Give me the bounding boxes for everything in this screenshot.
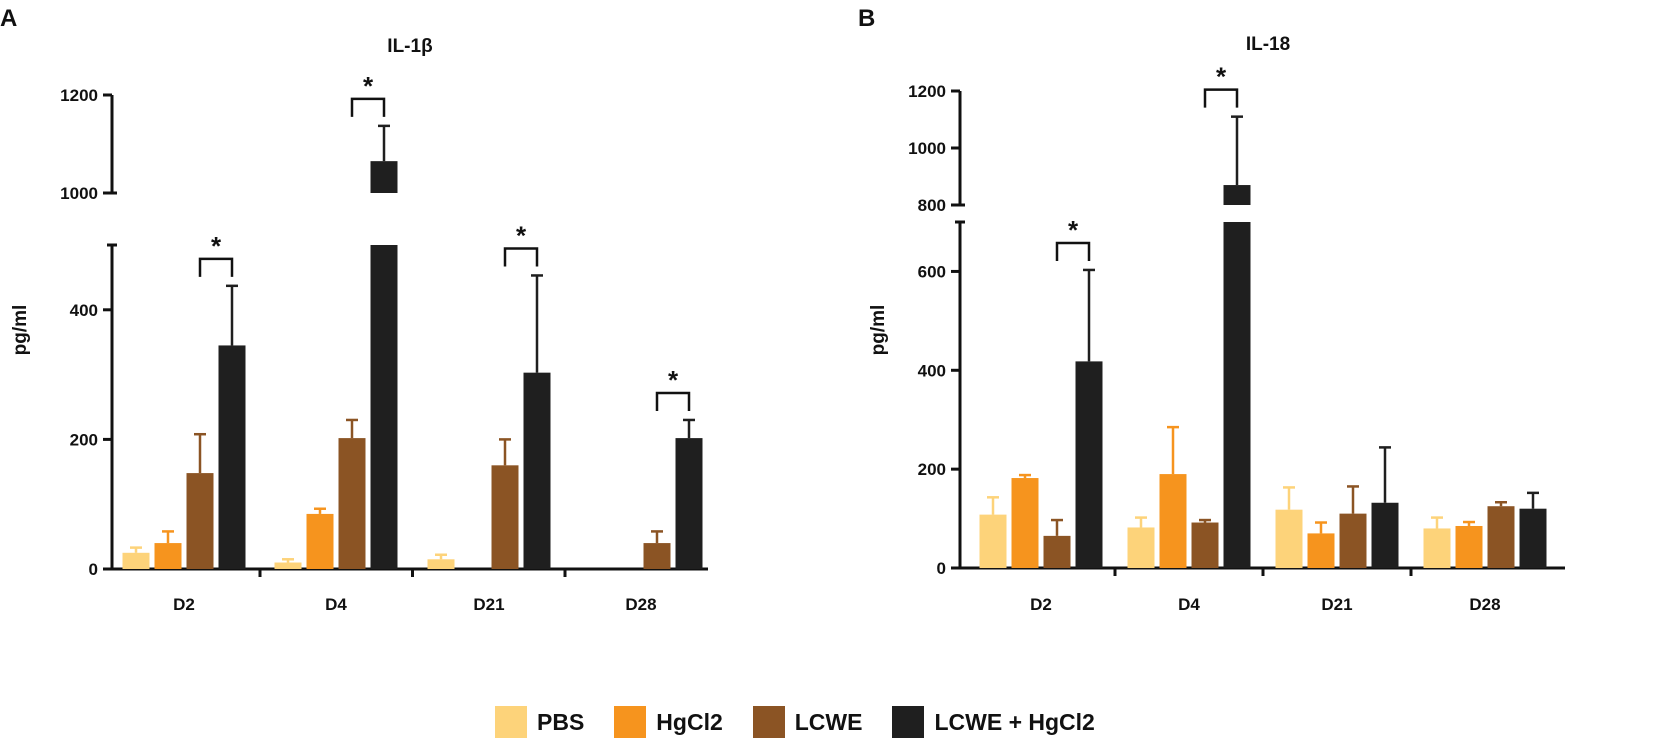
panel-b-y-tick-label-1000: 1000 (908, 139, 946, 158)
panel-b-sig-d4-bracket (1203, 88, 1239, 108)
panel-a-y-tick-label-200: 200 (70, 430, 98, 449)
panel-a-sig-d4-bracket (350, 97, 386, 117)
panel-a-title: IL-1β (387, 36, 432, 57)
panel-b-ylabel: pg/ml (868, 305, 889, 356)
panel-b-y-tick-label-1200: 1200 (908, 82, 946, 101)
panel-a-y-tick-label-400: 400 (70, 301, 98, 320)
panel-b-bar-hgcl2-d4 (1159, 474, 1187, 568)
legend-label-pbs: PBS (537, 708, 585, 735)
legend-swatch-lcwe-hgcl2 (892, 706, 925, 738)
panel-b-title: IL-18 (1246, 34, 1290, 55)
panel-a-sig-d2-bracket (198, 257, 234, 277)
panel-a-bar-pbs-d2 (122, 552, 150, 569)
panel-b-bar-lcwe-hgcl2-d2 (1075, 361, 1103, 568)
panel-a-ylabel: pg/ml (10, 305, 31, 356)
panel-b-sig-d4-star: * (1216, 62, 1227, 92)
panel-a-bar-lcwe-d21 (491, 465, 519, 569)
panel-b-bar-pbs-d2 (979, 514, 1007, 568)
panel-b-bar-lcwe-hgcl2-d21 (1371, 502, 1399, 568)
legend-swatch-pbs (495, 706, 527, 738)
panel-a-bar-lcwe-hgcl2-d4-upper (370, 161, 398, 193)
panel-b-bar-lcwe-d28 (1487, 506, 1515, 568)
panel-b-bar-lcwe-hgcl2-d28 (1519, 508, 1547, 568)
panel-b-bar-hgcl2-d2 (1011, 478, 1039, 568)
legend-item-hgcl2: HgCl2 (614, 706, 723, 738)
panel-a-bar-hgcl2-d2 (154, 543, 182, 569)
panel-a-y-tick-label-0: 0 (89, 560, 98, 579)
panel-b-y-tick-label-600: 600 (918, 262, 946, 281)
legend-label-hgcl2: HgCl2 (656, 708, 723, 735)
panel-a-sig-d21-star: * (516, 220, 527, 250)
panel-b-bar-pbs-d4 (1127, 527, 1155, 568)
legend-swatch-hgcl2 (614, 706, 647, 738)
legend-item-lcwe: LCWE (752, 706, 863, 738)
panel-a-sig-d21-bracket (503, 247, 539, 267)
panel-b-x-label-d4: D4 (1178, 595, 1200, 614)
panel-a-y-tick-label-1000: 1000 (60, 184, 98, 203)
panel-b-bar-lcwe-d2 (1043, 535, 1071, 568)
panel-b-y-tick-label-800: 800 (918, 196, 946, 215)
panel-a-bar-lcwe-d2 (186, 473, 214, 569)
panel-b-sig-d2-star: * (1068, 215, 1079, 245)
panel-b-letter: B (858, 5, 875, 32)
panel-a-x-label-d21: D21 (473, 595, 504, 614)
panel-a-sig-d28-star: * (668, 365, 679, 395)
panel-b-y-tick-label-0: 0 (937, 559, 946, 578)
legend-swatch-lcwe (752, 706, 785, 738)
panel-b-bar-hgcl2-d21 (1307, 533, 1335, 568)
legend-item-lcwe-hgcl2: LCWE + HgCl2 (892, 706, 1095, 738)
panel-b-y-tick-label-400: 400 (918, 361, 946, 380)
panel-a-sig-d4-star: * (363, 71, 374, 101)
panel-a-sig-d28-bracket (655, 391, 691, 411)
panel-a-bar-lcwe-hgcl2-d2 (218, 345, 246, 569)
panel-b-x-label-d28: D28 (1469, 595, 1500, 614)
panel-b-bar-pbs-d21 (1275, 509, 1303, 568)
panel-a-x-label-d4: D4 (325, 595, 347, 614)
panel-a-bar-pbs-d4 (274, 562, 302, 569)
panel-b-x-label-d21: D21 (1321, 595, 1352, 614)
legend-label-lcwe-hgcl2: LCWE + HgCl2 (934, 708, 1095, 735)
panel-b-bar-lcwe-d4 (1191, 522, 1219, 568)
panel-a-bar-lcwe-d28 (643, 543, 671, 569)
panel-a-bar-hgcl2-d4 (306, 513, 334, 569)
panel-b-bar-lcwe-hgcl2-d4-upper (1223, 185, 1251, 205)
panel-a-x-label-d28: D28 (625, 595, 656, 614)
panel-a-y-tick-label-1200: 1200 (60, 86, 98, 105)
legend-label-lcwe: LCWE (794, 708, 863, 735)
panel-a-sig-d2-star: * (211, 231, 222, 261)
panel-a-bar-lcwe-hgcl2-d28 (675, 438, 703, 569)
panel-a-x-label-d2: D2 (173, 595, 195, 614)
panel-a-bar-pbs-d21 (427, 559, 455, 569)
legend-item-pbs: PBS (495, 706, 584, 738)
panel-a-letter: A (0, 5, 17, 32)
panel-a-bar-lcwe-hgcl2-d21 (523, 372, 551, 569)
panel-b-bar-lcwe-d21 (1339, 513, 1367, 568)
panel-a-bar-lcwe-d4 (338, 438, 366, 569)
legend: PBS HgCl2 LCWE LCWE + HgCl2 (495, 705, 1095, 739)
panel-b-bar-lcwe-hgcl2-d4-lower (1223, 222, 1251, 568)
panel-a-bar-lcwe-hgcl2-d4-lower (370, 245, 398, 569)
panel-b-y-tick-label-200: 200 (918, 460, 946, 479)
panel-b-x-label-d2: D2 (1030, 595, 1052, 614)
panel-b-sig-d2-bracket (1055, 241, 1091, 261)
panel-b-bar-hgcl2-d28 (1455, 525, 1483, 568)
panel-b-bar-pbs-d28 (1423, 528, 1451, 568)
